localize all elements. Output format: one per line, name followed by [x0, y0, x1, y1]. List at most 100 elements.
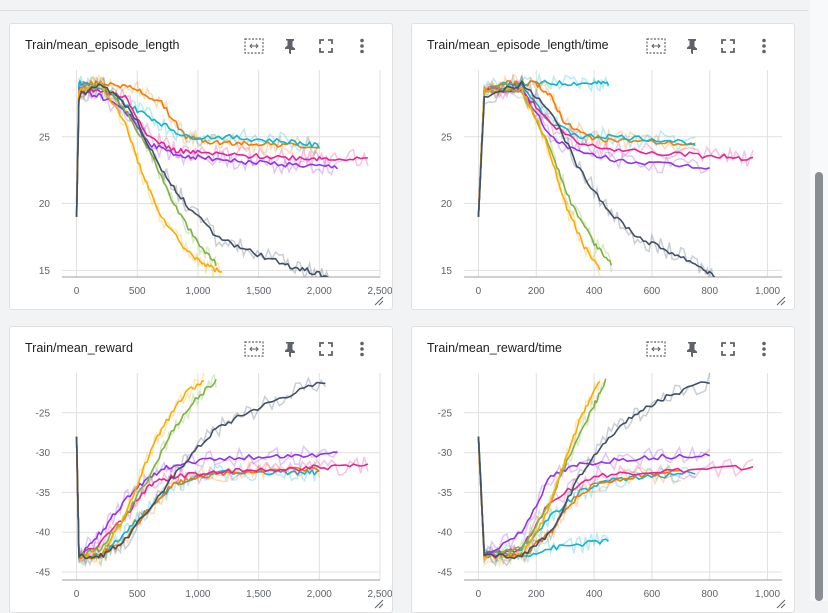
- more-vert-button[interactable]: [344, 339, 380, 359]
- series-line[interactable]: [75, 381, 326, 560]
- x-tick-label: 500: [129, 589, 146, 600]
- series-raw-line: [75, 76, 330, 277]
- y-tick-label: -45: [36, 568, 51, 579]
- x-tick-label: 2,500: [367, 589, 392, 600]
- pin-icon: [283, 341, 297, 357]
- series-line[interactable]: [477, 436, 754, 559]
- resize-handle[interactable]: [776, 596, 786, 609]
- x-tick-label: 400: [586, 589, 603, 600]
- pin-icon: [283, 38, 297, 54]
- series-line[interactable]: [477, 80, 696, 217]
- series-raw-line: [477, 381, 606, 564]
- x-tick-label: 800: [701, 286, 718, 297]
- scrollbar-thumb[interactable]: [815, 172, 823, 601]
- series-line[interactable]: [75, 82, 217, 267]
- y-tick-label: 20: [441, 199, 453, 210]
- series-raw-line: [477, 75, 714, 277]
- x-tick-label: 0: [476, 589, 482, 600]
- y-tick-label: -30: [438, 448, 453, 459]
- series-raw-line: [477, 79, 754, 217]
- x-tick-label: 2,500: [367, 286, 392, 297]
- series-line[interactable]: [75, 87, 368, 217]
- x-tick-label: 1,000: [185, 286, 210, 297]
- series-line[interactable]: [75, 436, 369, 558]
- top-strip: [0, 0, 808, 11]
- more-vert-icon: [761, 341, 767, 357]
- x-tick-label: 2,000: [307, 589, 332, 600]
- fit-domain-button[interactable]: [638, 339, 674, 359]
- x-tick-label: 1,000: [755, 589, 780, 600]
- series-line[interactable]: [75, 80, 223, 273]
- fullscreen-icon: [319, 342, 333, 356]
- series-raw-line: [477, 72, 696, 217]
- card-title: Train/mean_reward/time: [427, 341, 563, 355]
- x-tick-label: 200: [528, 286, 545, 297]
- line-chart[interactable]: 0 200 400 600 800 1,000 15 20 25: [412, 64, 795, 309]
- fit-domain-icon: [244, 38, 264, 54]
- resize-handle[interactable]: [374, 596, 384, 609]
- card-actions: [638, 36, 782, 56]
- y-tick-label: -35: [438, 488, 453, 499]
- card-actions: [236, 36, 380, 56]
- card-title: Train/mean_episode_length/time: [427, 38, 609, 52]
- card-title: Train/mean_reward: [25, 341, 133, 355]
- pin-button[interactable]: [272, 36, 308, 56]
- card-actions: [638, 339, 782, 359]
- series-raw-line: [75, 74, 222, 277]
- series-line[interactable]: [75, 436, 320, 560]
- series-line[interactable]: [477, 80, 716, 279]
- series-line[interactable]: [477, 82, 696, 217]
- chart-card-mean-reward: Train/mean_reward 0 500 1,000 1,500 2,000 2,50…: [9, 326, 393, 613]
- y-tick-label: 15: [39, 266, 51, 277]
- y-tick-label: -45: [438, 568, 453, 579]
- series-line[interactable]: [75, 80, 320, 204]
- fullscreen-button[interactable]: [308, 339, 344, 359]
- x-tick-label: 600: [644, 286, 661, 297]
- series-line[interactable]: [75, 436, 338, 557]
- pin-button[interactable]: [674, 36, 710, 56]
- x-tick-label: 800: [701, 589, 718, 600]
- series-raw-line: [75, 436, 339, 558]
- y-tick-label: 25: [39, 132, 51, 143]
- y-tick-label: -40: [438, 528, 453, 539]
- fit-domain-button[interactable]: [236, 339, 272, 359]
- x-tick-label: 400: [586, 286, 603, 297]
- card-actions: [236, 339, 380, 359]
- series-line[interactable]: [477, 381, 710, 560]
- fullscreen-button[interactable]: [710, 36, 746, 56]
- more-vert-button[interactable]: [746, 36, 782, 56]
- resize-handle[interactable]: [374, 293, 384, 306]
- y-tick-label: -25: [36, 408, 51, 419]
- more-vert-button[interactable]: [746, 339, 782, 359]
- fullscreen-button[interactable]: [710, 339, 746, 359]
- series-line[interactable]: [75, 83, 332, 279]
- series-line[interactable]: [477, 436, 710, 557]
- card-title: Train/mean_episode_length: [25, 38, 180, 52]
- x-tick-label: 1,000: [755, 286, 780, 297]
- fit-domain-button[interactable]: [638, 36, 674, 56]
- y-tick-label: 20: [39, 199, 51, 210]
- series-raw-line: [477, 379, 601, 568]
- pin-button[interactable]: [674, 339, 710, 359]
- pin-icon: [685, 38, 699, 54]
- x-tick-label: 1,000: [185, 589, 210, 600]
- y-tick-label: -40: [36, 528, 51, 539]
- chart-card-mean-episode-length-time: Train/mean_episode_length/time 0 200 400 600…: [411, 23, 795, 310]
- x-tick-label: 0: [74, 589, 80, 600]
- more-vert-button[interactable]: [344, 36, 380, 56]
- line-chart[interactable]: 0 200 400 600 800 1,000 -45 -40 -35 -30 -25: [412, 367, 795, 612]
- series-line[interactable]: [75, 90, 339, 217]
- pin-button[interactable]: [272, 339, 308, 359]
- series-line[interactable]: [477, 380, 601, 560]
- x-tick-label: 600: [644, 589, 661, 600]
- fullscreen-icon: [721, 342, 735, 356]
- series-line[interactable]: [75, 378, 217, 558]
- fit-domain-icon: [646, 38, 666, 54]
- fit-domain-button[interactable]: [236, 36, 272, 56]
- series-line[interactable]: [477, 86, 601, 271]
- line-chart[interactable]: 0 500 1,000 1,500 2,000 2,500 -45 -40 -35 -30 -25: [10, 367, 393, 612]
- line-chart[interactable]: 0 500 1,000 1,500 2,000 2,500 15 20 25: [10, 64, 393, 309]
- chart-card-mean-episode-length: Train/mean_episode_length 0 500 1,000 1,500 2…: [9, 23, 393, 310]
- fullscreen-button[interactable]: [308, 36, 344, 56]
- resize-handle[interactable]: [776, 293, 786, 306]
